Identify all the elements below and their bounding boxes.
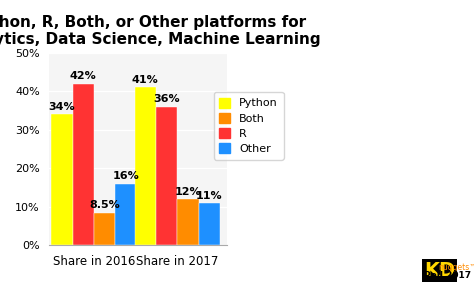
Bar bbox=[73, 83, 94, 245]
Bar bbox=[135, 87, 156, 245]
Text: KD: KD bbox=[424, 261, 456, 280]
Bar bbox=[177, 199, 199, 245]
Text: 8.5%: 8.5% bbox=[89, 200, 120, 210]
Bar bbox=[51, 114, 73, 245]
Text: 34%: 34% bbox=[48, 102, 75, 112]
Bar bbox=[156, 107, 177, 245]
Bar bbox=[94, 213, 115, 245]
Bar bbox=[115, 184, 137, 245]
Text: 16%: 16% bbox=[112, 171, 139, 181]
Text: 42%: 42% bbox=[70, 71, 97, 81]
Bar bbox=[199, 203, 220, 245]
Text: 36%: 36% bbox=[153, 94, 180, 104]
Text: 12%: 12% bbox=[174, 187, 201, 197]
Text: Poll 2017: Poll 2017 bbox=[424, 261, 474, 280]
Text: 11%: 11% bbox=[196, 191, 222, 201]
Legend: Python, Both, R, Other: Python, Both, R, Other bbox=[214, 92, 283, 160]
Title: Python, R, Both, or Other platforms for
Analytics, Data Science, Machine Learnin: Python, R, Both, or Other platforms for … bbox=[0, 15, 320, 47]
Text: nuggets™: nuggets™ bbox=[438, 263, 474, 272]
Text: 41%: 41% bbox=[132, 75, 159, 85]
